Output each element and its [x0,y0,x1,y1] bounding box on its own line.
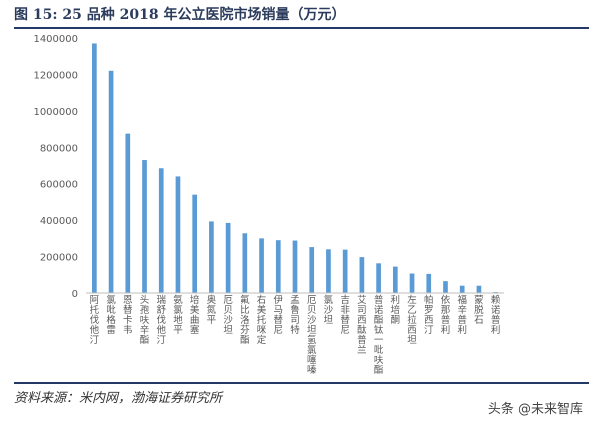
x-tick-label: 左乙拉西坦 [407,294,417,346]
x-tick-label: 培美曲塞 [190,294,200,336]
bar [158,168,164,293]
x-tick-label: 艾司西酞普兰 [357,295,367,356]
x-tick-label: 蒙脱石 [474,294,484,326]
y-tick-label: 1000000 [33,107,78,118]
x-tick-label: 氯吡格雷 [106,294,116,336]
bar [275,240,281,293]
source-rule [14,382,589,384]
y-tick-label: 1200000 [33,70,78,81]
bar [392,266,398,293]
x-tick-label: 右美托咪定 [257,294,267,346]
bar [443,281,448,293]
x-tick-label: 氯沙坦 [324,294,334,326]
bar-series [92,43,498,294]
x-tick-label: 依那普利 [441,294,451,336]
y-tick-label: 400000 [40,216,78,227]
x-tick-label: 氟比洛芬酯 [240,294,250,346]
x-tick-label: 利培酮 [391,294,401,326]
x-tick-label: 普诺酯钛一吡呋酯 [374,294,384,376]
bar [225,222,231,294]
bar [259,238,264,293]
bar [342,249,348,293]
bar [292,240,298,293]
bar [459,285,465,293]
bar [242,233,248,293]
y-axis: 0 200000 400000 600000 800000 1000000 1200000 1… [33,34,78,300]
bar [376,263,381,293]
x-tick-label: 厄贝沙坦 [223,295,233,336]
bar [92,43,97,294]
x-tick-label: 吉非替尼 [340,295,350,336]
x-tick-label: 孟鲁司特 [290,295,300,336]
bar [326,249,331,293]
bar [142,160,147,293]
y-tick-label: 600000 [40,180,78,191]
bar [409,273,415,293]
bar [192,194,198,293]
x-tick-label: 厄贝沙坦氢氯噻嗪 [307,295,317,376]
x-tick-label: 阿托伐他汀 [90,295,100,346]
x-tick-label: 帕罗西汀 [424,294,434,336]
y-tick-label: 200000 [40,253,78,264]
bar [359,257,365,293]
x-tick-label: 福辛普利 [457,294,467,336]
x-tick-label: 头孢呋辛酯 [140,294,150,346]
y-tick-label: 0 [72,289,78,300]
bar [209,221,214,293]
x-tick-label: 伊马替尼 [274,294,284,336]
bar [426,273,432,294]
bar [125,133,131,294]
figure-title: 图 15: 25 品种 2018 年公立医院市场销量（万元） [14,7,346,23]
x-tick-label: 氨氯地平 [173,294,183,336]
bar [476,285,482,293]
x-tick-label: 瑞舒伐他汀 [156,294,166,346]
x-tick-label: 恩替卡韦 [123,295,133,336]
bar [108,70,114,293]
y-tick-label: 800000 [40,143,78,154]
title-rule [14,27,589,29]
x-axis: 阿托伐他汀氯吡格雷恩替卡韦头孢呋辛酯瑞舒伐他汀氨氯地平培美曲塞奥氮平厄贝沙坦氟比… [86,292,504,376]
bar [175,176,181,293]
y-tick-label: 1400000 [33,34,78,45]
x-tick-label: 奥氮平 [207,294,217,326]
x-tick-label: 赖诺普利 [491,295,501,336]
watermark: 头条 @未来智库 [487,402,583,417]
bar [309,247,315,293]
source-note: 资料来源：米内网，渤海证券研究所 [14,391,223,406]
